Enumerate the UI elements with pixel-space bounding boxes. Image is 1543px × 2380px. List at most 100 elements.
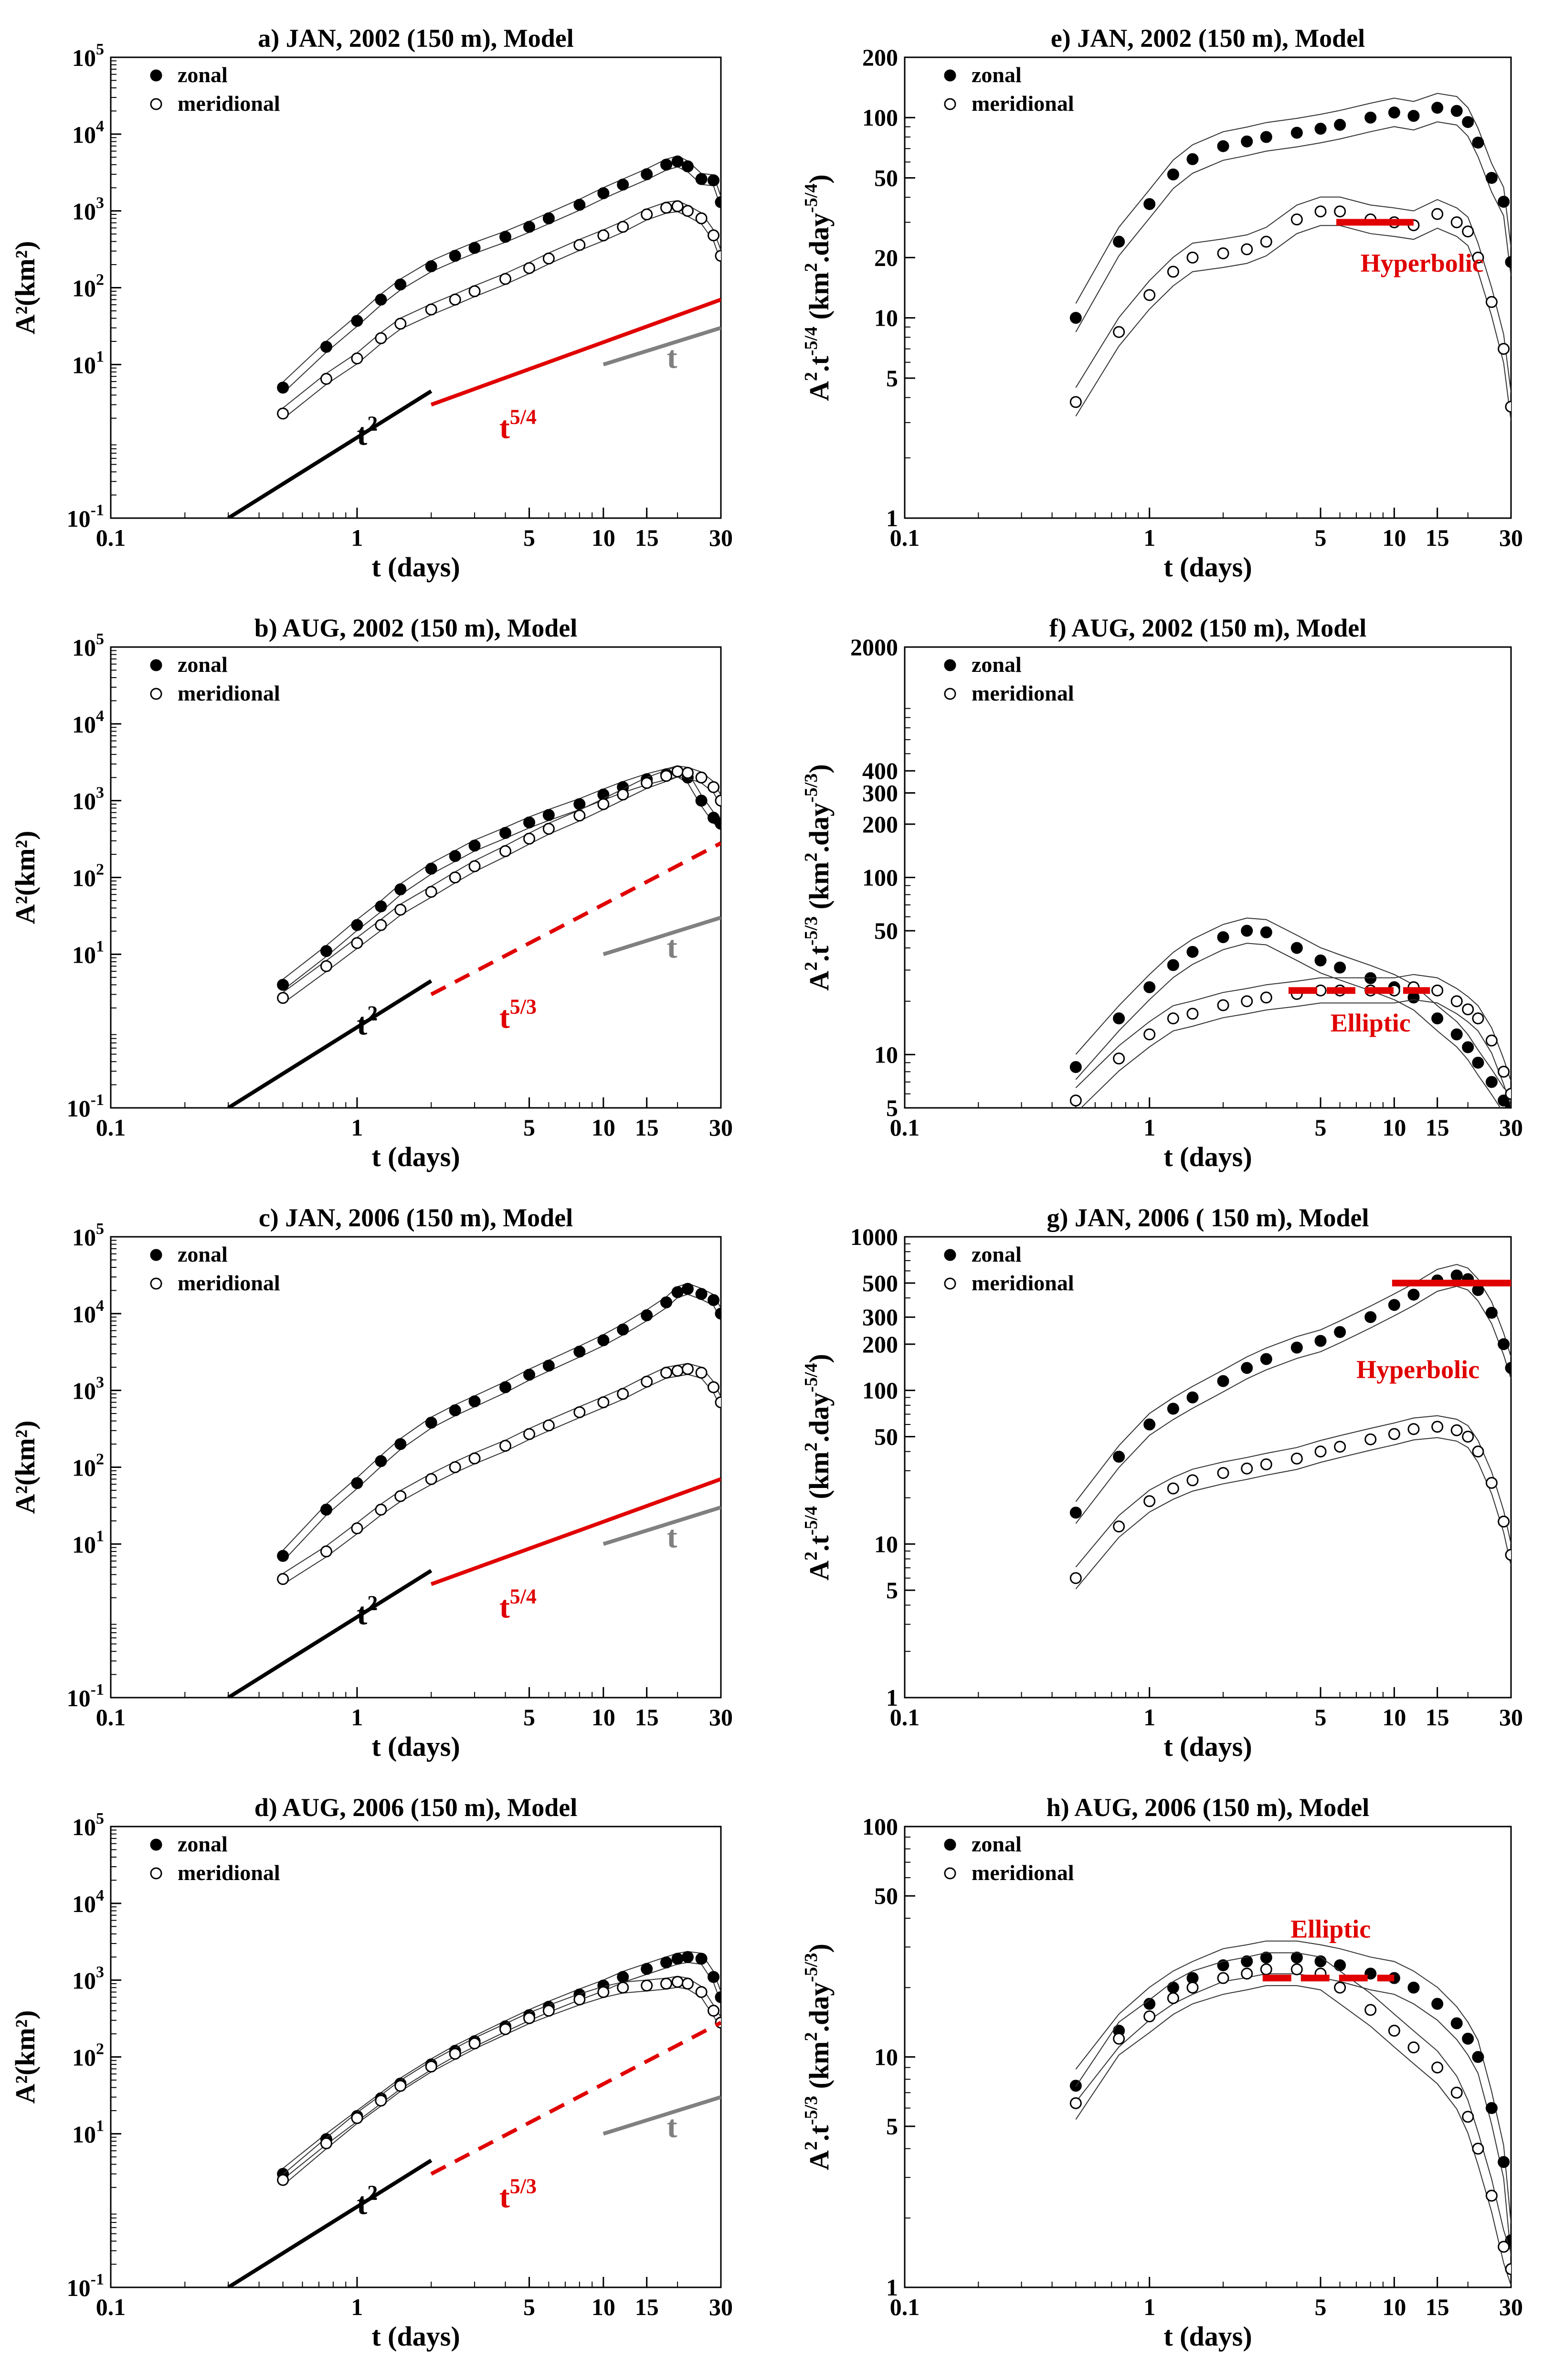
series-meridional-envelope-upper — [1075, 974, 1511, 1088]
y-tick-label: 10 — [874, 1530, 898, 1557]
data-point-zonal — [499, 1381, 512, 1393]
y-tick-label: 104 — [72, 707, 104, 738]
series-meridional-envelope-lower — [1075, 1985, 1511, 2286]
data-point-zonal — [641, 168, 653, 181]
plot-area — [1069, 1264, 1511, 1590]
data-point-zonal — [1113, 1451, 1125, 1463]
data-point-zonal — [1069, 2080, 1082, 2092]
y-tick-exponent: 4 — [96, 707, 104, 725]
y-tick-base: 10 — [72, 275, 96, 302]
plot-area — [1069, 917, 1511, 1108]
data-point-meridional — [641, 777, 653, 789]
data-point-zonal — [695, 1953, 708, 1965]
plot-area — [227, 765, 721, 1108]
reference-line — [430, 841, 721, 996]
data-point-zonal — [1314, 1955, 1327, 1967]
annotation-text: t — [667, 1520, 677, 1555]
data-point-meridional — [351, 352, 363, 365]
data-point-zonal — [1364, 1967, 1377, 1980]
data-point-meridional — [394, 903, 407, 916]
x-tick-label: 0.1 — [890, 1704, 920, 1731]
y-axis-label: A²(km²) — [10, 831, 41, 924]
data-point-meridional — [499, 845, 512, 857]
data-point-zonal — [1217, 140, 1229, 152]
series-zonal-envelope-lower — [282, 1294, 721, 1562]
series-zonal-envelope-lower — [282, 776, 721, 991]
legend-marker-meridional — [150, 1277, 162, 1290]
data-point-meridional — [1069, 2097, 1082, 2109]
x-tick-label: 10 — [592, 1704, 615, 1731]
legend-label-zonal: zonal — [178, 652, 228, 677]
y-axis-label-part: .day — [803, 803, 835, 853]
y-axis-label-part: .day — [803, 1982, 835, 2032]
legend-marker-zonal — [944, 659, 956, 671]
data-point-zonal — [708, 1971, 720, 1983]
x-tick-label: 5 — [1315, 1114, 1327, 1141]
data-point-zonal — [523, 1369, 536, 1381]
y-tick-label: 105 — [72, 1220, 104, 1251]
x-axis-label: t (days) — [1163, 552, 1252, 583]
y-axis-label-part: (km — [803, 861, 835, 916]
x-tick-label: 0.1 — [96, 1704, 126, 1731]
chart-title: e) JAN, 2002 (150 m), Model — [1051, 24, 1365, 53]
y-axis-label: A2.t-5/3 (km2.day-5/3) — [801, 1944, 835, 2170]
data-point-meridional — [1431, 984, 1444, 997]
data-point-zonal — [682, 160, 694, 172]
x-tick-label: 10 — [592, 524, 615, 551]
legend-marker-meridional — [944, 688, 956, 700]
y-tick-label: 105 — [72, 630, 104, 661]
y-tick-base: 10 — [72, 2044, 96, 2071]
legend-label-zonal: zonal — [178, 1832, 228, 1856]
chart-title: f) AUG, 2002 (150 m), Model — [1049, 614, 1366, 642]
data-point-meridional — [523, 2012, 536, 2024]
data-point-zonal — [1505, 1362, 1511, 1374]
data-point-zonal — [1241, 1362, 1253, 1374]
x-tick-label: 30 — [1499, 1704, 1523, 1731]
y-axis-label-part: ) — [803, 764, 835, 773]
data-point-meridional — [277, 992, 289, 1004]
data-point-meridional — [660, 202, 673, 214]
data-point-meridional — [660, 1367, 673, 1379]
data-point-meridional — [1290, 213, 1303, 226]
data-point-meridional — [1069, 1094, 1082, 1107]
y-tick-label: 50 — [874, 1882, 898, 1909]
data-point-meridional — [1113, 326, 1125, 338]
data-point-zonal — [617, 1323, 629, 1336]
data-point-meridional — [449, 871, 461, 883]
y-tick-exponent: 1 — [96, 348, 104, 365]
data-point-zonal — [468, 242, 481, 254]
data-point-meridional — [1485, 1477, 1498, 1489]
data-point-meridional — [573, 1993, 586, 2006]
data-point-zonal — [499, 231, 512, 243]
data-point-zonal — [1113, 235, 1125, 248]
y-tick-base: 10 — [72, 711, 96, 738]
y-tick-exponent: 5 — [96, 41, 104, 58]
series-meridional-envelope-upper — [282, 1976, 721, 2175]
plot-area — [1069, 1940, 1511, 2286]
data-point-meridional — [499, 2023, 512, 2035]
data-point-meridional — [499, 1440, 512, 1452]
data-point-zonal — [499, 827, 512, 839]
y-tick-exponent: 1 — [96, 937, 104, 955]
y-tick-base: 10 — [72, 1814, 96, 1840]
data-point-zonal — [320, 1503, 332, 1516]
annotation-text: t — [499, 1000, 510, 1035]
data-point-zonal — [1498, 1338, 1510, 1350]
data-point-zonal — [671, 1953, 684, 1965]
data-point-meridional — [660, 1977, 673, 1990]
data-point-meridional — [1143, 289, 1156, 301]
data-point-meridional — [1407, 2041, 1420, 2054]
data-point-meridional — [375, 2094, 387, 2107]
x-tick-label: 15 — [1426, 1114, 1449, 1141]
data-point-meridional — [708, 2005, 720, 2017]
data-point-meridional — [1186, 1008, 1199, 1020]
y-tick-label: 10 — [874, 1041, 898, 1068]
y-axis-label-part: -5/3 — [801, 1953, 821, 1982]
data-point-meridional — [468, 285, 481, 298]
series-meridional-envelope-upper — [1075, 1415, 1511, 1568]
power-law-annotation: t — [667, 930, 677, 965]
annotation-text: Hyperbolic — [1361, 249, 1484, 277]
y-axis-label-part: .t — [803, 1535, 835, 1551]
y-axis-label-part: .day — [803, 1392, 835, 1443]
reference-line — [227, 1569, 433, 1698]
